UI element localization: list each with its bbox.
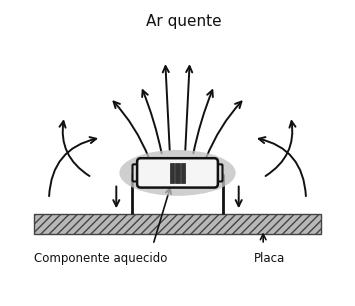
Bar — [34, 214, 321, 234]
Bar — [170, 163, 174, 183]
Bar — [181, 163, 185, 183]
FancyBboxPatch shape — [137, 158, 218, 188]
FancyBboxPatch shape — [212, 164, 223, 181]
Ellipse shape — [119, 150, 236, 196]
Text: Placa: Placa — [254, 252, 285, 265]
FancyBboxPatch shape — [132, 164, 143, 181]
Text: Ar quente: Ar quente — [146, 14, 222, 29]
Text: Componente aquecido: Componente aquecido — [34, 252, 168, 265]
Bar — [175, 163, 180, 183]
